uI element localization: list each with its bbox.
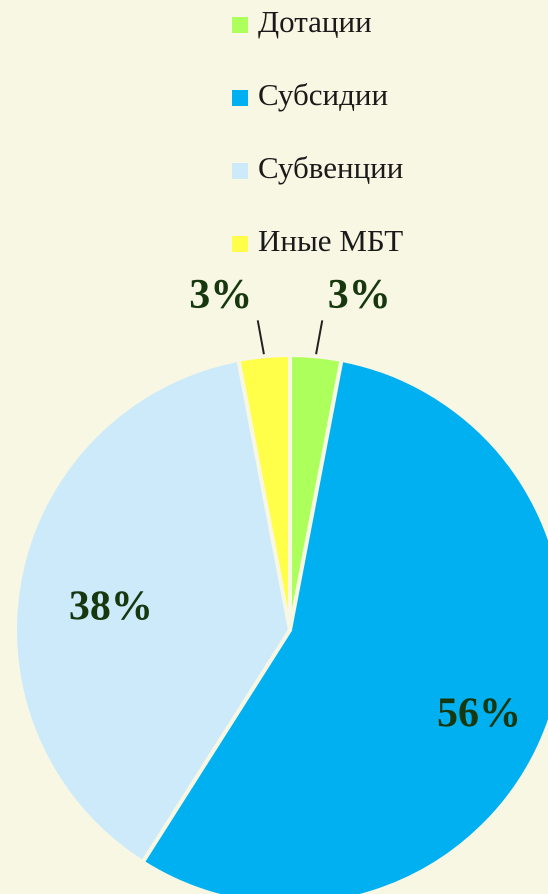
pie-slice: [236, 352, 292, 631]
legend-label: Субсидии: [258, 77, 388, 112]
legend-swatch: [232, 163, 248, 179]
legend-label: Иные МБТ: [258, 223, 403, 258]
legend-swatch: [232, 90, 248, 106]
data-label: 3%: [328, 272, 391, 318]
legend-label: Субвенции: [258, 150, 403, 185]
leader-line: [256, 320, 265, 355]
legend-swatch: [232, 236, 248, 252]
leader-line: [315, 320, 324, 355]
data-label: 56%: [437, 691, 521, 737]
legend-label: Дотации: [258, 4, 372, 39]
pie-slice: [139, 357, 548, 894]
legend-swatch: [232, 17, 248, 33]
data-label: 38%: [69, 584, 153, 630]
data-label: 3%: [189, 272, 252, 318]
pie-slice: [13, 357, 293, 865]
